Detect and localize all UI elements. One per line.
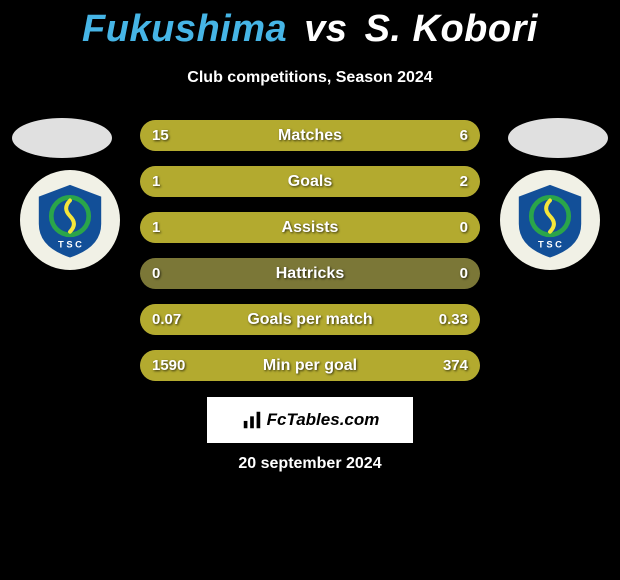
stats-bars: 156Matches 12Goals 10Assists 00Hattricks 0.0…: [140, 120, 480, 381]
stat-row: 00Hattricks: [140, 258, 480, 289]
player1-name: Fukushima: [82, 8, 287, 50]
player1-club-badge: T S C: [20, 170, 120, 270]
branding-inner: FcTables.com: [241, 409, 380, 431]
subtitle: Club competitions, Season 2024: [0, 69, 620, 87]
stat-row: 1590374Min per goal: [140, 350, 480, 381]
branding-box[interactable]: FcTables.com: [205, 395, 415, 445]
svg-text:T S C: T S C: [58, 239, 82, 249]
stat-label: Matches: [140, 120, 480, 151]
stat-row: 156Matches: [140, 120, 480, 151]
stat-label: Min per goal: [140, 350, 480, 381]
page-title: Fukushima vs S. Kobori: [0, 8, 620, 51]
stat-row: 12Goals: [140, 166, 480, 197]
stat-label: Goals: [140, 166, 480, 197]
date-label: 20 september 2024: [0, 455, 620, 473]
player2-name: S. Kobori: [365, 8, 538, 50]
player1-avatar-placeholder: [12, 118, 112, 158]
title-container: Fukushima vs S. Kobori: [0, 0, 620, 51]
branding-text: FcTables.com: [267, 410, 380, 430]
player2-club-badge: T S C: [500, 170, 600, 270]
club-badge-icon: T S C: [31, 181, 109, 259]
stat-label: Goals per match: [140, 304, 480, 335]
chart-icon: [241, 409, 263, 431]
stat-label: Assists: [140, 212, 480, 243]
stat-row: 0.070.33Goals per match: [140, 304, 480, 335]
svg-text:T S C: T S C: [538, 239, 562, 249]
stat-label: Hattricks: [140, 258, 480, 289]
club-badge-icon: T S C: [511, 181, 589, 259]
player2-avatar-placeholder: [508, 118, 608, 158]
vs-label: vs: [304, 8, 347, 50]
stat-row: 10Assists: [140, 212, 480, 243]
